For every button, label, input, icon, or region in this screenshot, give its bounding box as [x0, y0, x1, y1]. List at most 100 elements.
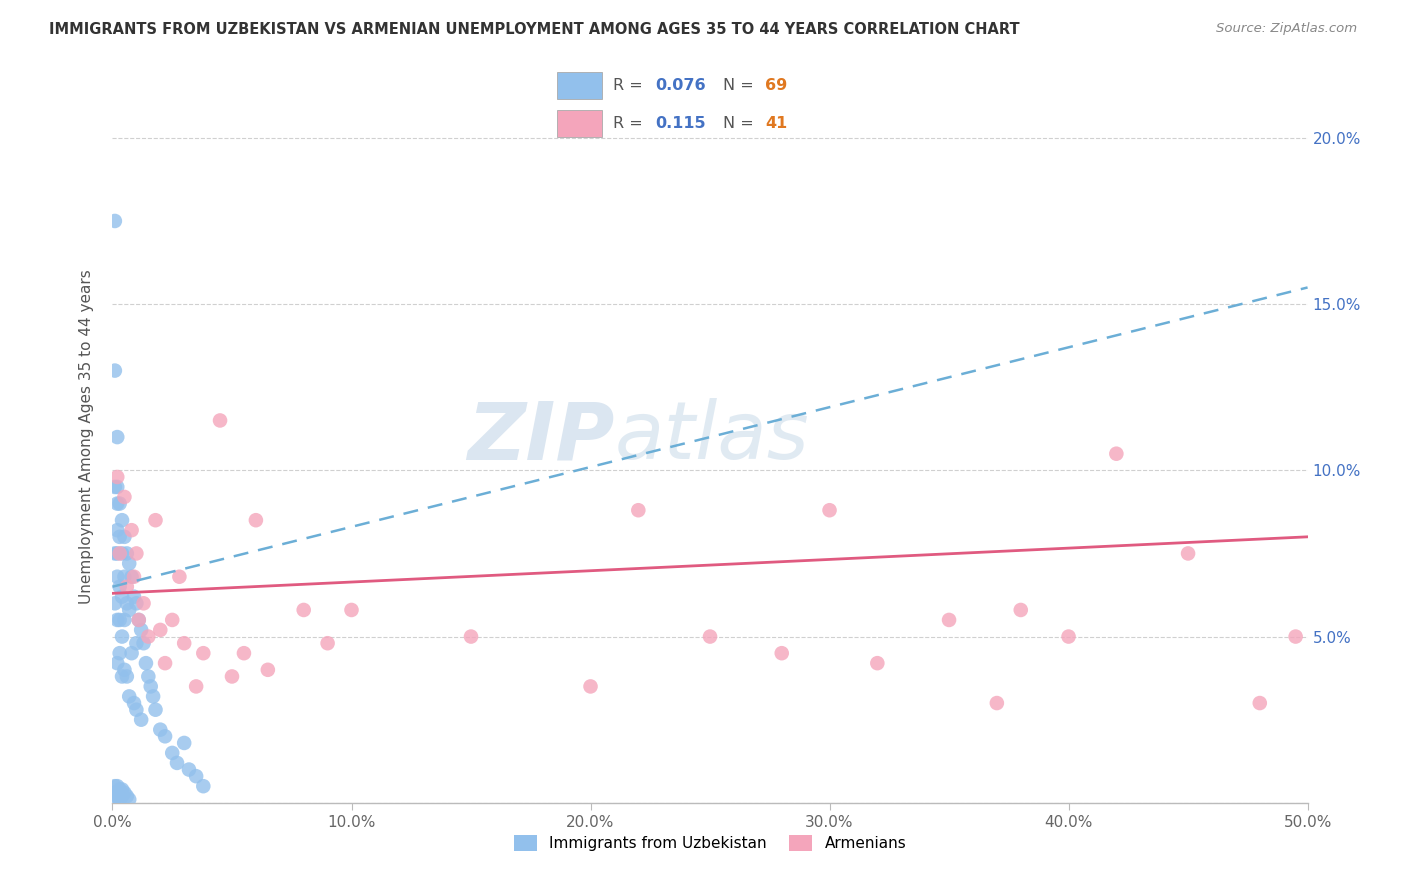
Point: [122, 590, 145, 604]
Point: [105, 480, 128, 494]
Text: 0.115: 0.115: [655, 116, 706, 131]
Point: [1285, 630, 1308, 644]
Point: [135, 656, 157, 670]
Point: [193, 779, 215, 793]
Point: [111, 789, 134, 804]
Point: [142, 690, 165, 704]
Point: [166, 756, 188, 770]
Point: [108, 646, 131, 660]
Point: [245, 513, 267, 527]
Point: [108, 497, 131, 511]
Point: [115, 789, 138, 804]
Point: [125, 596, 148, 610]
Point: [129, 713, 152, 727]
Text: IMMIGRANTS FROM UZBEKISTAN VS ARMENIAN UNEMPLOYMENT AMONG AGES 35 TO 44 YEARS CO: IMMIGRANTS FROM UZBEKISTAN VS ARMENIAN U…: [49, 22, 1019, 37]
Point: [129, 623, 152, 637]
Point: [986, 696, 1008, 710]
Point: [1010, 603, 1032, 617]
Point: [104, 779, 127, 793]
Point: [233, 646, 256, 660]
Point: [108, 530, 131, 544]
Text: ZIP: ZIP: [467, 398, 614, 476]
Point: [1177, 546, 1199, 560]
Point: [108, 613, 131, 627]
Point: [340, 603, 363, 617]
Point: [139, 680, 162, 694]
Point: [108, 580, 131, 594]
Point: [866, 656, 889, 670]
Legend: Immigrants from Uzbekistan, Armenians: Immigrants from Uzbekistan, Armenians: [508, 830, 912, 857]
Point: [114, 663, 135, 677]
Point: [104, 480, 127, 494]
Point: [149, 723, 172, 737]
Text: 69: 69: [765, 78, 787, 93]
Point: [105, 570, 128, 584]
Point: [1057, 630, 1080, 644]
Point: [104, 596, 127, 610]
Point: [209, 413, 232, 427]
Point: [114, 786, 135, 800]
Point: [114, 570, 135, 584]
Point: [627, 503, 650, 517]
Point: [292, 603, 315, 617]
Point: [104, 363, 127, 377]
Point: [173, 736, 195, 750]
Point: [162, 746, 183, 760]
Point: [460, 630, 482, 644]
Point: [153, 729, 176, 743]
Point: [108, 792, 131, 806]
Point: [115, 546, 138, 560]
Point: [121, 646, 143, 660]
Point: [105, 789, 128, 804]
Point: [257, 663, 280, 677]
Point: [132, 596, 155, 610]
Point: [1105, 447, 1128, 461]
Y-axis label: Unemployment Among Ages 35 to 44 years: Unemployment Among Ages 35 to 44 years: [79, 269, 94, 605]
Text: R =: R =: [613, 78, 648, 93]
Point: [169, 570, 191, 584]
Point: [818, 503, 841, 517]
Point: [111, 590, 134, 604]
Point: [104, 786, 127, 800]
Point: [316, 636, 339, 650]
Point: [114, 530, 135, 544]
Point: [162, 613, 183, 627]
Point: [104, 792, 127, 806]
Point: [122, 696, 145, 710]
Point: [105, 430, 128, 444]
Point: [111, 669, 134, 683]
Text: 0.076: 0.076: [655, 78, 706, 93]
Point: [128, 613, 150, 627]
Point: [118, 690, 141, 704]
Point: [125, 546, 148, 560]
Point: [105, 656, 128, 670]
Point: [145, 703, 167, 717]
Point: [125, 703, 148, 717]
Point: [128, 613, 150, 627]
Point: [118, 603, 141, 617]
Point: [125, 636, 148, 650]
Point: [138, 630, 160, 644]
Point: [114, 490, 135, 504]
Point: [104, 214, 127, 228]
Point: [105, 546, 128, 560]
Point: [111, 513, 134, 527]
Point: [770, 646, 793, 660]
Point: [108, 546, 131, 560]
Point: [132, 636, 155, 650]
Point: [579, 680, 602, 694]
Point: [221, 669, 243, 683]
Point: [115, 580, 138, 594]
Point: [122, 570, 145, 584]
Point: [121, 570, 143, 584]
Point: [111, 630, 134, 644]
Text: 41: 41: [765, 116, 787, 131]
Point: [105, 497, 128, 511]
Point: [115, 669, 138, 683]
Text: Source: ZipAtlas.com: Source: ZipAtlas.com: [1216, 22, 1357, 36]
Text: R =: R =: [613, 116, 652, 131]
Point: [186, 769, 208, 783]
Point: [177, 763, 200, 777]
Point: [105, 470, 128, 484]
Bar: [557, 71, 602, 99]
